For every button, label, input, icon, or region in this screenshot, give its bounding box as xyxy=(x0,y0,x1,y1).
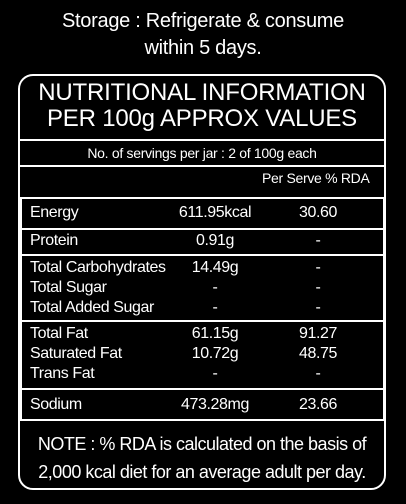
row-value-per-100g: - xyxy=(212,299,218,316)
rda-note: NOTE : % RDA is calculated on the basis … xyxy=(18,430,386,486)
title-line-2: PER 100g APPROX VALUES xyxy=(47,105,357,132)
divider xyxy=(20,388,384,390)
row-label: Trans Fat xyxy=(30,365,95,382)
row-label: Total Added Sugar xyxy=(30,299,154,316)
row-value-rda: 23.66 xyxy=(298,396,338,413)
row-value-rda: 48.75 xyxy=(298,345,338,362)
row-label: Sodium xyxy=(30,396,82,413)
divider xyxy=(20,139,384,141)
row-value-per-100g: 10.72g xyxy=(191,345,239,362)
row-value-rda: - xyxy=(315,232,321,249)
table-right-border xyxy=(383,197,385,419)
row-value-rda: - xyxy=(315,259,321,276)
row-value-per-100g: 61.15g xyxy=(191,325,239,342)
row-value-rda: - xyxy=(315,279,321,296)
row-value-per-100g: - xyxy=(212,365,218,382)
row-value-rda: 30.60 xyxy=(298,204,338,221)
row-value-rda: - xyxy=(315,365,321,382)
divider xyxy=(20,228,384,230)
row-label: Saturated Fat xyxy=(30,345,122,362)
storage-instructions: Storage : Refrigerate & consume within 5… xyxy=(0,8,406,62)
nutrition-title: NUTRITIONAL INFORMATION PER 100g APPROX … xyxy=(18,80,386,132)
row-label: Energy xyxy=(30,204,79,221)
divider xyxy=(20,254,384,256)
table-left-border xyxy=(20,197,22,419)
column-header-rda: Per Serve % RDA xyxy=(262,170,370,186)
row-value-rda: - xyxy=(315,299,321,316)
title-line-1: NUTRITIONAL INFORMATION xyxy=(38,79,366,106)
divider xyxy=(20,419,384,421)
row-value-per-100g: - xyxy=(212,279,218,296)
note-line-2: 2,000 kcal diet for an average adult per… xyxy=(38,462,366,482)
row-value-per-100g: 0.91g xyxy=(195,232,235,249)
storage-line-1: Storage : Refrigerate & consume xyxy=(62,10,344,32)
row-label: Total Sugar xyxy=(30,279,107,296)
note-line-1: NOTE : % RDA is calculated on the basis … xyxy=(37,434,367,454)
row-label: Total Fat xyxy=(30,325,88,342)
row-value-per-100g: 473.28mg xyxy=(181,396,249,413)
row-value-per-100g: 14.49g xyxy=(191,259,239,276)
row-label: Total Carbohydrates xyxy=(30,259,166,276)
divider xyxy=(20,320,384,322)
servings-per-jar: No. of servings per jar : 2 of 100g each xyxy=(87,145,317,161)
nutrition-panel xyxy=(18,74,386,490)
divider xyxy=(20,197,384,199)
row-label: Protein xyxy=(30,232,78,249)
row-value-per-100g: 611.95kcal xyxy=(178,204,252,221)
divider xyxy=(20,165,384,167)
storage-line-2: within 5 days. xyxy=(144,37,262,59)
row-value-rda: 91.27 xyxy=(298,325,338,342)
